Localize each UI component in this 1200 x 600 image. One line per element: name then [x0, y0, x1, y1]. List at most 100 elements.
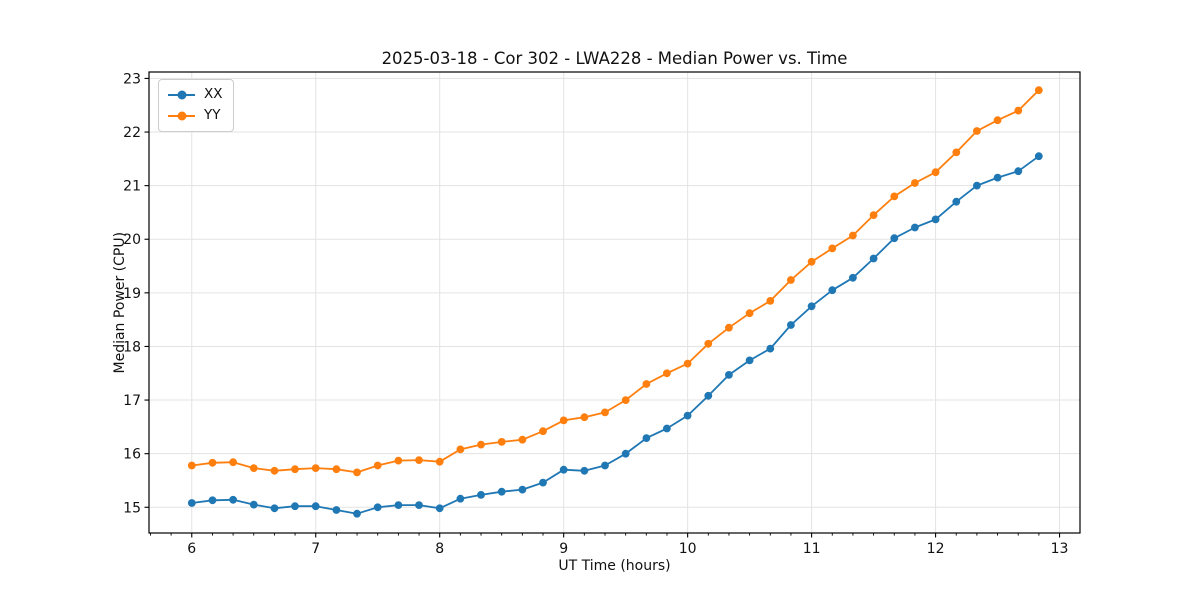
- data-point-YY: [828, 244, 837, 253]
- data-point-XX: [580, 466, 589, 475]
- data-point-XX: [415, 501, 423, 509]
- x-tick-label: 6: [187, 541, 196, 557]
- data-point-YY: [539, 427, 547, 436]
- data-point-YY: [993, 116, 1002, 125]
- data-point-YY: [456, 445, 465, 454]
- data-point-XX: [229, 495, 238, 504]
- data-point-YY: [559, 416, 568, 425]
- data-point-XX: [249, 500, 258, 509]
- y-tick-label: 16: [123, 447, 141, 463]
- data-point-XX: [725, 371, 733, 379]
- y-tick-label: 17: [123, 393, 141, 409]
- y-tick-label: 22: [123, 125, 141, 141]
- data-point-YY: [208, 458, 217, 467]
- data-point-XX: [539, 478, 547, 487]
- data-point-XX: [911, 223, 919, 232]
- legend: XX YY: [158, 79, 234, 132]
- axes-frame: [148, 71, 1081, 534]
- data-point-XX: [766, 344, 775, 353]
- data-point-YY: [353, 468, 361, 477]
- data-point-YY: [601, 408, 609, 417]
- data-point-YY: [911, 179, 919, 187]
- data-point-YY: [249, 464, 258, 472]
- y-tick-label: 19: [123, 286, 141, 302]
- data-point-YY: [787, 276, 795, 284]
- data-point-XX: [373, 503, 382, 512]
- data-point-YY: [518, 435, 527, 444]
- data-point-YY: [270, 466, 279, 475]
- x-tick-label: 11: [803, 541, 821, 557]
- data-point-XX: [642, 434, 651, 442]
- data-point-XX: [869, 254, 878, 263]
- data-point-YY: [373, 461, 382, 470]
- data-point-YY: [849, 231, 857, 240]
- data-point-XX: [807, 302, 816, 311]
- data-point-XX: [952, 197, 961, 206]
- data-point-YY: [311, 464, 320, 472]
- data-point-YY: [952, 148, 961, 157]
- data-point-YY: [291, 465, 299, 474]
- legend-entry-YY: YY: [168, 107, 223, 125]
- data-point-YY: [580, 413, 589, 422]
- data-point-XX: [931, 215, 940, 224]
- x-tick-label: 12: [927, 541, 945, 557]
- data-point-XX: [291, 502, 299, 511]
- data-point-YY: [766, 297, 775, 305]
- y-tick-label: 15: [123, 500, 141, 516]
- y-tick-label: 23: [123, 71, 141, 87]
- y-tick-label: 21: [123, 179, 141, 195]
- data-point-XX: [497, 487, 506, 496]
- data-point-XX: [1014, 167, 1023, 176]
- data-point-XX: [559, 465, 568, 474]
- data-point-YY: [497, 438, 506, 446]
- data-point-XX: [435, 504, 444, 513]
- data-point-XX: [890, 234, 899, 243]
- data-point-XX: [745, 356, 754, 365]
- series-line-YY: [191, 89, 1040, 474]
- legend-label-YY: YY: [204, 107, 221, 124]
- data-point-XX: [621, 449, 630, 458]
- legend-marker-icon: [168, 90, 195, 100]
- series-line-XX: [191, 155, 1040, 515]
- data-point-YY: [332, 465, 341, 474]
- data-point-XX: [704, 391, 713, 400]
- data-point-YY: [435, 457, 444, 466]
- data-point-XX: [518, 485, 527, 494]
- data-point-XX: [456, 494, 465, 503]
- data-point-YY: [477, 440, 485, 449]
- data-point-YY: [1014, 106, 1023, 115]
- data-point-YY: [973, 127, 981, 135]
- data-point-XX: [828, 286, 837, 295]
- data-point-YY: [663, 369, 671, 378]
- data-point-XX: [332, 506, 341, 514]
- data-point-YY: [807, 257, 816, 266]
- data-point-XX: [849, 273, 857, 282]
- data-point-YY: [725, 323, 733, 332]
- data-point-XX: [477, 491, 485, 499]
- y-tick-label: 20: [123, 232, 141, 248]
- data-point-YY: [745, 309, 754, 318]
- data-point-YY: [704, 339, 713, 348]
- data-point-XX: [394, 501, 403, 509]
- data-point-XX: [973, 181, 981, 190]
- data-point-YY: [1034, 86, 1043, 95]
- x-axis-label: UT Time (hours): [558, 558, 671, 574]
- data-point-XX: [311, 502, 320, 511]
- data-point-XX: [1034, 152, 1043, 161]
- x-tick-label: 8: [435, 541, 444, 557]
- x-tick-label: 10: [679, 541, 697, 557]
- data-point-YY: [931, 168, 940, 177]
- y-axis-label: Median Power (CPU): [112, 231, 128, 374]
- data-point-YY: [187, 461, 196, 470]
- data-point-YY: [642, 380, 651, 388]
- data-point-YY: [394, 456, 403, 465]
- x-tick-label: 9: [559, 541, 568, 557]
- y-tick-label: 18: [123, 339, 141, 355]
- x-tick-label: 13: [1051, 541, 1069, 557]
- data-point-XX: [353, 509, 361, 518]
- data-point-XX: [683, 411, 692, 420]
- x-tick-label: 7: [311, 541, 320, 557]
- data-point-XX: [270, 504, 279, 513]
